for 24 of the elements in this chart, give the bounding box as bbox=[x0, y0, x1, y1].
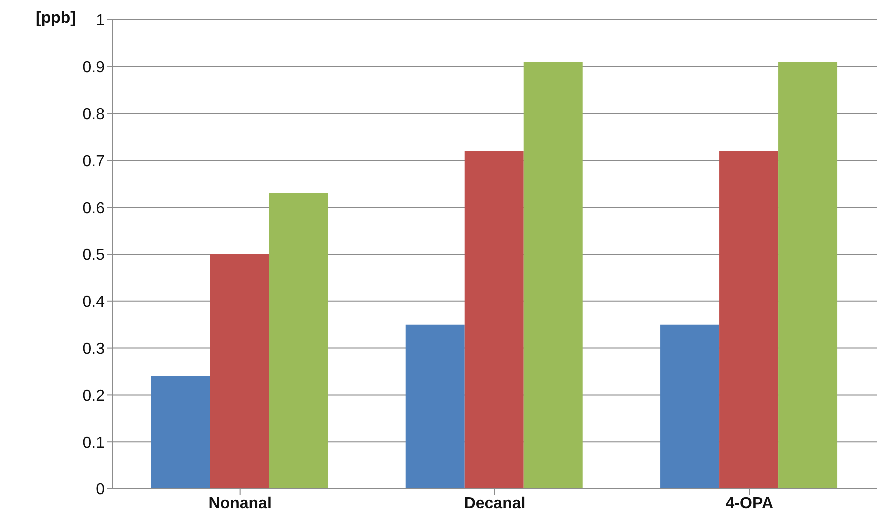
y-tick-label: 0.1 bbox=[82, 434, 106, 452]
y-tick-label: 0 bbox=[96, 482, 106, 499]
y-tick-label: 0.5 bbox=[82, 247, 106, 264]
bar bbox=[720, 151, 779, 489]
bar bbox=[778, 62, 838, 489]
y-tick-label: 0.8 bbox=[82, 106, 106, 124]
bar bbox=[524, 62, 583, 489]
y-tick-label: 0.2 bbox=[82, 388, 106, 405]
y-tick-label: 1 bbox=[96, 12, 106, 30]
bar bbox=[151, 376, 210, 489]
bar bbox=[406, 324, 465, 489]
x-tick-label: 4-OPA bbox=[726, 495, 774, 512]
y-tick-label: 0.7 bbox=[82, 153, 106, 170]
y-axis-title: [ppb] bbox=[36, 10, 76, 28]
y-tick-label: 0.9 bbox=[82, 60, 106, 77]
x-tick-label: Decanal bbox=[464, 495, 526, 512]
x-tick-label: Nonanal bbox=[208, 495, 272, 512]
y-tick-label: 0.3 bbox=[82, 340, 106, 358]
y-tick-label: 0.6 bbox=[82, 200, 106, 218]
bar bbox=[210, 254, 270, 489]
bar bbox=[269, 194, 328, 489]
bar bbox=[464, 151, 524, 489]
bar bbox=[660, 324, 720, 489]
y-tick-label: 0.4 bbox=[82, 294, 106, 312]
